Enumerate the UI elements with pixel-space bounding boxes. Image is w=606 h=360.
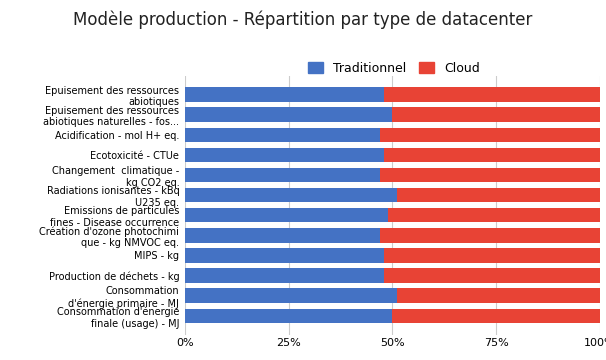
Bar (384, 87, 600, 102)
Bar (185, 309, 393, 323)
Text: Modèle production - Répartition par type de datacenter: Modèle production - Répartition par type… (73, 11, 533, 29)
Bar (396, 188, 600, 202)
Bar (384, 148, 600, 162)
Bar (393, 309, 600, 323)
Bar (185, 288, 396, 303)
Bar (185, 268, 384, 283)
Bar (185, 168, 380, 182)
Bar (396, 288, 600, 303)
Bar (393, 108, 600, 122)
Bar (185, 208, 388, 222)
Bar (380, 168, 600, 182)
Bar (185, 248, 384, 263)
Bar (185, 87, 384, 102)
Bar (384, 248, 600, 263)
Bar (185, 127, 380, 142)
Bar (185, 148, 384, 162)
Bar (185, 188, 396, 202)
Bar (384, 268, 600, 283)
Bar (380, 228, 600, 243)
Bar (185, 108, 393, 122)
Bar (380, 127, 600, 142)
Legend: Traditionnel, Cloud: Traditionnel, Cloud (303, 57, 485, 80)
Bar (388, 208, 600, 222)
Bar (185, 228, 380, 243)
